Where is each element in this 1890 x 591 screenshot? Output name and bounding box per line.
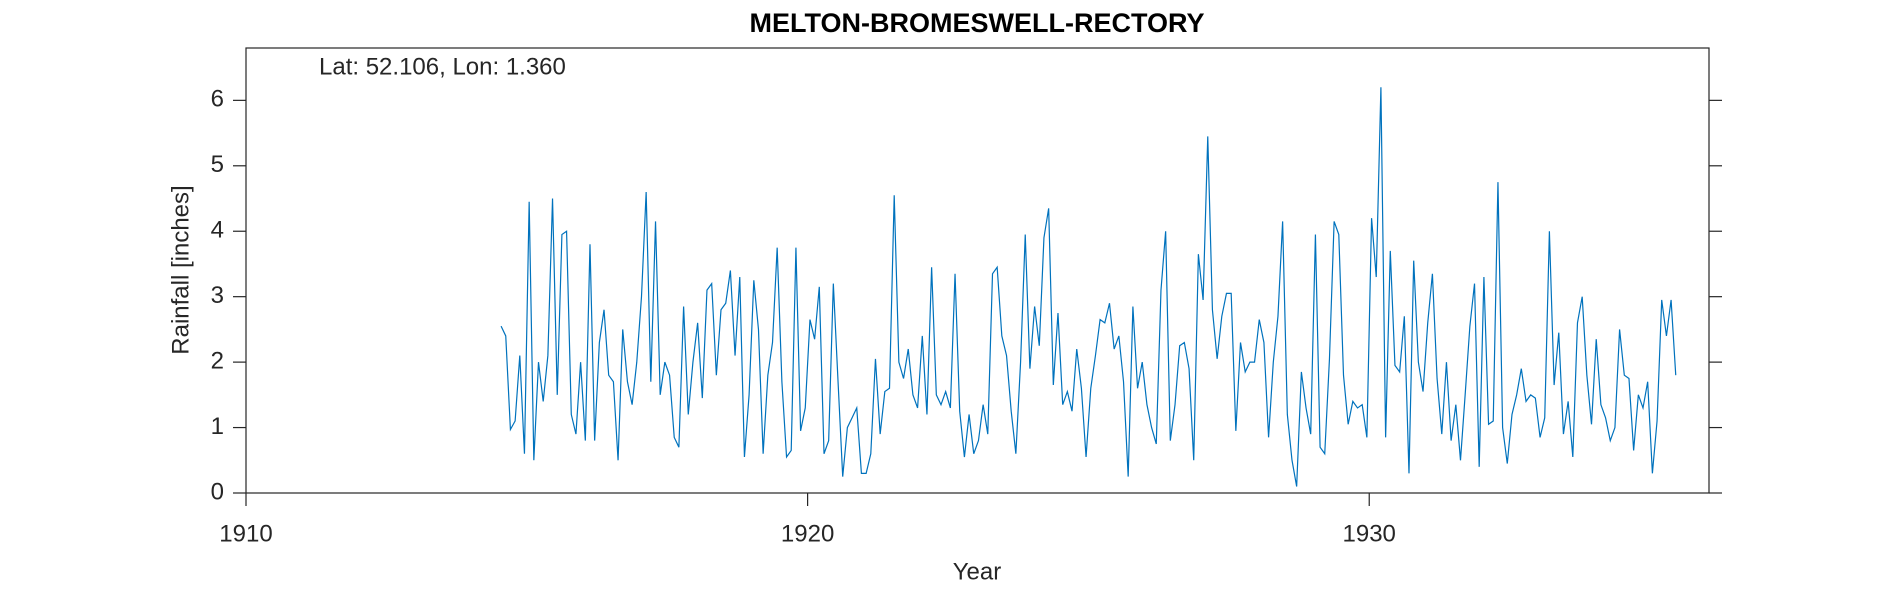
axes-box xyxy=(245,47,1710,494)
y-tick-label: 3 xyxy=(211,282,224,309)
y-tick-label: 5 xyxy=(211,151,224,178)
y-tick-label: 0 xyxy=(211,478,224,505)
x-axis-label: Year xyxy=(953,558,1002,585)
x-tick-label: 1930 xyxy=(1343,520,1396,547)
y-tick-label: 2 xyxy=(211,347,224,374)
x-tick-label: 1920 xyxy=(781,520,834,547)
x-tick-label: 1910 xyxy=(219,520,272,547)
y-tick-label: 4 xyxy=(211,217,224,244)
y-tick-label: 6 xyxy=(211,86,224,113)
y-axis-label: Rainfall [inches] xyxy=(167,185,194,354)
y-tick-label: 1 xyxy=(211,413,224,440)
annotation: Lat: 52.106, Lon: 1.360 xyxy=(319,53,566,80)
chart-title: MELTON-BROMESWELL-RECTORY xyxy=(750,8,1205,38)
data-line xyxy=(500,87,1677,487)
